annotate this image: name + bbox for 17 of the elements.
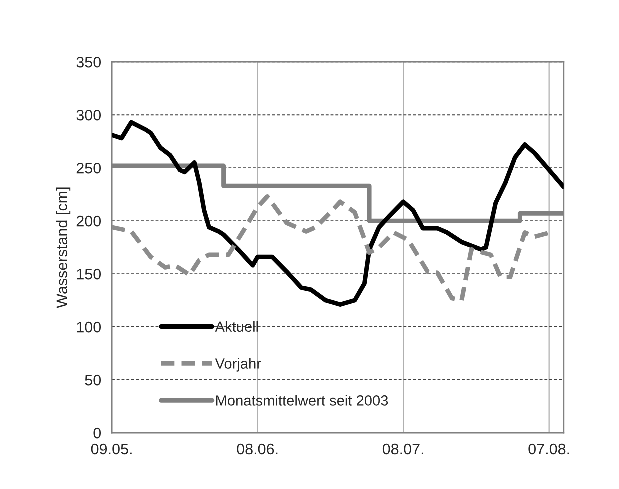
y-axis-title: Wasserstand [cm] [56,188,71,308]
x-tick-label: 08.06. [237,444,278,455]
y-tick-label: 150 [77,268,102,280]
x-tick-label: 09.05. [91,444,132,455]
legend-label: Aktuell [215,321,258,332]
x-tick-label: 08.07. [382,444,424,455]
legend-label: Monatsmittelwert seit 2003 [216,395,388,406]
y-tick-label: 350 [76,56,102,68]
y-tick-label: 200 [76,216,102,227]
y-tick-label: 100 [77,322,102,333]
line-series [112,120,564,308]
legend-label: Vorjahr [215,358,262,372]
y-tick-label: 50 [85,374,102,386]
x-tick-label: 07.08. [528,444,570,455]
y-tick-label: 0 [94,428,102,439]
y-tick-label: 300 [76,110,102,121]
y-tick-label: 250 [76,162,102,174]
